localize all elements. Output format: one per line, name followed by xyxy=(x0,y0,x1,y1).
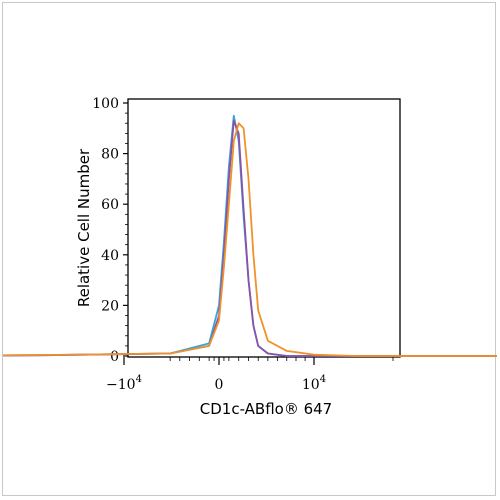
series-line-3 xyxy=(3,122,497,357)
plot-frame xyxy=(127,98,401,358)
x-axis-title: CD1c-ABflo® 647 xyxy=(200,400,332,418)
y-tick-label: 40 xyxy=(101,248,119,264)
y-tick-label: 60 xyxy=(101,197,119,213)
x-tick-label: 0 xyxy=(215,377,224,393)
y-tick-label: 20 xyxy=(101,298,119,314)
x-tick-label: 104 xyxy=(302,374,326,393)
y-axis-title: Relative Cell Number xyxy=(75,148,93,307)
y-tick-label: 0 xyxy=(110,349,119,365)
y-tick-label: 80 xyxy=(101,147,119,163)
x-tick-label: −104 xyxy=(106,374,142,393)
y-tick-label: 100 xyxy=(92,96,119,112)
